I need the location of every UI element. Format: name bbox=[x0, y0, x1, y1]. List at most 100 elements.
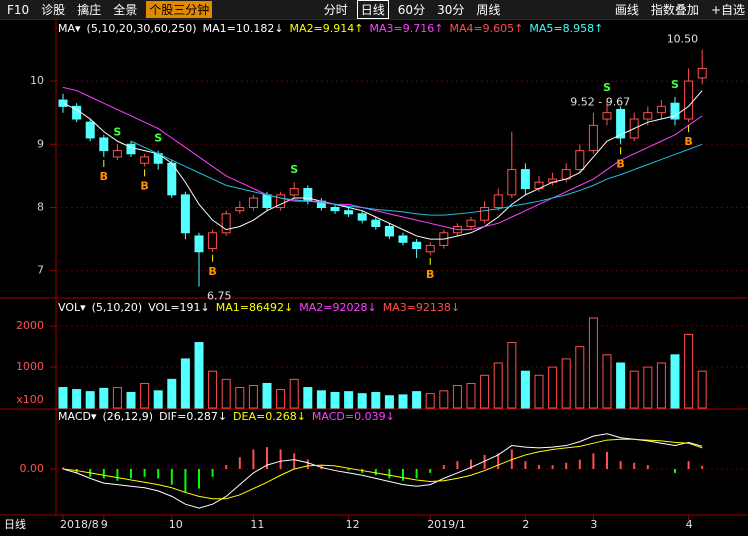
candle-body bbox=[99, 137, 109, 152]
candle-body bbox=[588, 124, 598, 152]
toolbar-button[interactable]: +自选 bbox=[710, 3, 745, 17]
volume-bar bbox=[99, 387, 109, 409]
volume-bar bbox=[316, 390, 326, 409]
signal-label: B bbox=[426, 268, 434, 281]
toolbar: F10 诊股 擒庄 全景 个股三分钟 分时 日线 60分 30分 周线 画线 指数叠加 +自选 bbox=[0, 0, 748, 20]
volume-bar bbox=[412, 391, 422, 409]
indicator-label: (5,10,20) bbox=[91, 301, 143, 314]
indicator-label: MA2=9.914↑ bbox=[289, 22, 364, 35]
x-tick-label: 3 bbox=[590, 518, 597, 531]
period-button[interactable]: 30分 bbox=[437, 3, 465, 17]
candle-body bbox=[330, 207, 340, 212]
volume-bar bbox=[452, 385, 462, 409]
toolbar-button[interactable]: 指数叠加 bbox=[650, 3, 699, 17]
candle-body bbox=[425, 244, 435, 253]
volume-bar bbox=[235, 387, 245, 409]
volume-bar bbox=[507, 342, 517, 409]
indicator-label: MACD=0.039↓ bbox=[311, 410, 395, 423]
candle-body bbox=[140, 156, 150, 164]
candle-body bbox=[384, 225, 394, 237]
indicator-label: MA3=9.716↑ bbox=[369, 22, 444, 35]
volume-bar bbox=[221, 378, 231, 409]
volume-bar bbox=[425, 393, 435, 409]
active-tab[interactable]: 个股三分钟 bbox=[146, 1, 213, 18]
volume-bar bbox=[357, 393, 367, 409]
y-tick-label: 8 bbox=[37, 201, 44, 214]
volume-bar bbox=[85, 391, 95, 409]
volume-bar bbox=[112, 387, 122, 409]
x-tick-label: 11 bbox=[250, 518, 264, 531]
volume-bar bbox=[697, 370, 707, 409]
signal-label: S bbox=[154, 132, 162, 145]
indicator-label: VOL▾ bbox=[58, 301, 86, 314]
toolbar-button[interactable]: F10 bbox=[7, 2, 30, 17]
candle-body bbox=[208, 232, 218, 250]
toolbar-button[interactable]: 全景 bbox=[113, 3, 138, 17]
indicator-label: MA▾ bbox=[58, 22, 81, 35]
y-tick-label: 7 bbox=[37, 264, 44, 277]
indicator-line bbox=[62, 86, 703, 231]
indicator-label: MA4=9.605↑ bbox=[449, 22, 524, 35]
period-button[interactable]: 日线 bbox=[356, 0, 389, 19]
volume-bar bbox=[588, 317, 598, 409]
volume-bar bbox=[493, 362, 503, 409]
candle-body bbox=[602, 112, 612, 120]
indicator-line bbox=[62, 90, 703, 240]
toolbar-button[interactable]: 擒庄 bbox=[77, 3, 102, 17]
indicator-line bbox=[130, 140, 703, 216]
indicator-label: MA5=8.958↑ bbox=[529, 22, 604, 35]
candle-body bbox=[248, 197, 258, 209]
candle-body bbox=[575, 150, 585, 171]
candle-body bbox=[344, 210, 354, 215]
candle-body bbox=[303, 188, 313, 202]
candle-body bbox=[85, 121, 95, 139]
indicator-label: (5,10,20,30,60,250) bbox=[86, 22, 197, 35]
period-button[interactable]: 分时 bbox=[323, 3, 348, 17]
candle-body bbox=[480, 207, 490, 221]
signal-label: B bbox=[208, 265, 216, 278]
signal-label: B bbox=[140, 179, 148, 192]
x-tick-label: 12 bbox=[346, 518, 360, 531]
candle-body bbox=[616, 109, 626, 139]
period-button[interactable]: 周线 bbox=[476, 3, 501, 17]
indicator-label: (26,12,9) bbox=[102, 410, 154, 423]
volume-bar bbox=[439, 390, 449, 409]
indicator-line bbox=[62, 438, 703, 500]
indicator-label: MA1=86492↓ bbox=[215, 301, 294, 314]
candle-body bbox=[357, 213, 367, 221]
volume-bar bbox=[480, 374, 490, 409]
volume-bar bbox=[575, 346, 585, 409]
candle-body bbox=[684, 80, 694, 120]
volume-bar bbox=[303, 387, 313, 409]
volume-bar bbox=[684, 333, 694, 409]
volume-bar bbox=[248, 385, 258, 409]
volume-bar bbox=[126, 391, 136, 409]
volume-bar bbox=[58, 387, 68, 409]
indicator-line bbox=[62, 433, 703, 509]
volume-bar bbox=[72, 389, 82, 409]
toolbar-button[interactable]: 画线 bbox=[614, 3, 639, 17]
volume-bar bbox=[629, 370, 639, 409]
indicator-label: MACD▾ bbox=[58, 410, 97, 423]
macd-header: MACD▾ (26,12,9) DIF=0.287↓ DEA=0.268↓ MACD=0… bbox=[58, 410, 395, 423]
volume-bar bbox=[643, 366, 653, 409]
volume-bar bbox=[398, 394, 408, 409]
ma-header: MA▾ (5,10,20,30,60,250) MA1=10.182↓ MA2=9.9… bbox=[58, 22, 603, 35]
candle-body bbox=[194, 235, 204, 253]
indicator-label: DEA=0.268↓ bbox=[233, 410, 306, 423]
candle-body bbox=[112, 150, 122, 158]
toolbar-button[interactable]: 诊股 bbox=[41, 3, 66, 17]
volume-bar bbox=[208, 370, 218, 409]
signal-label: B bbox=[684, 135, 692, 148]
volume-bar bbox=[670, 354, 680, 409]
period-button[interactable]: 60分 bbox=[397, 3, 426, 17]
volume-bar bbox=[194, 342, 204, 409]
volume-bar bbox=[371, 391, 381, 409]
price-annotation: 9.52 - 9.67 bbox=[570, 96, 630, 109]
volume-bar bbox=[656, 362, 666, 409]
volume-bar bbox=[140, 382, 150, 409]
indicator-label: MA3=92138↓ bbox=[382, 301, 461, 314]
volume-bar bbox=[276, 389, 286, 409]
candle-body bbox=[126, 143, 136, 155]
